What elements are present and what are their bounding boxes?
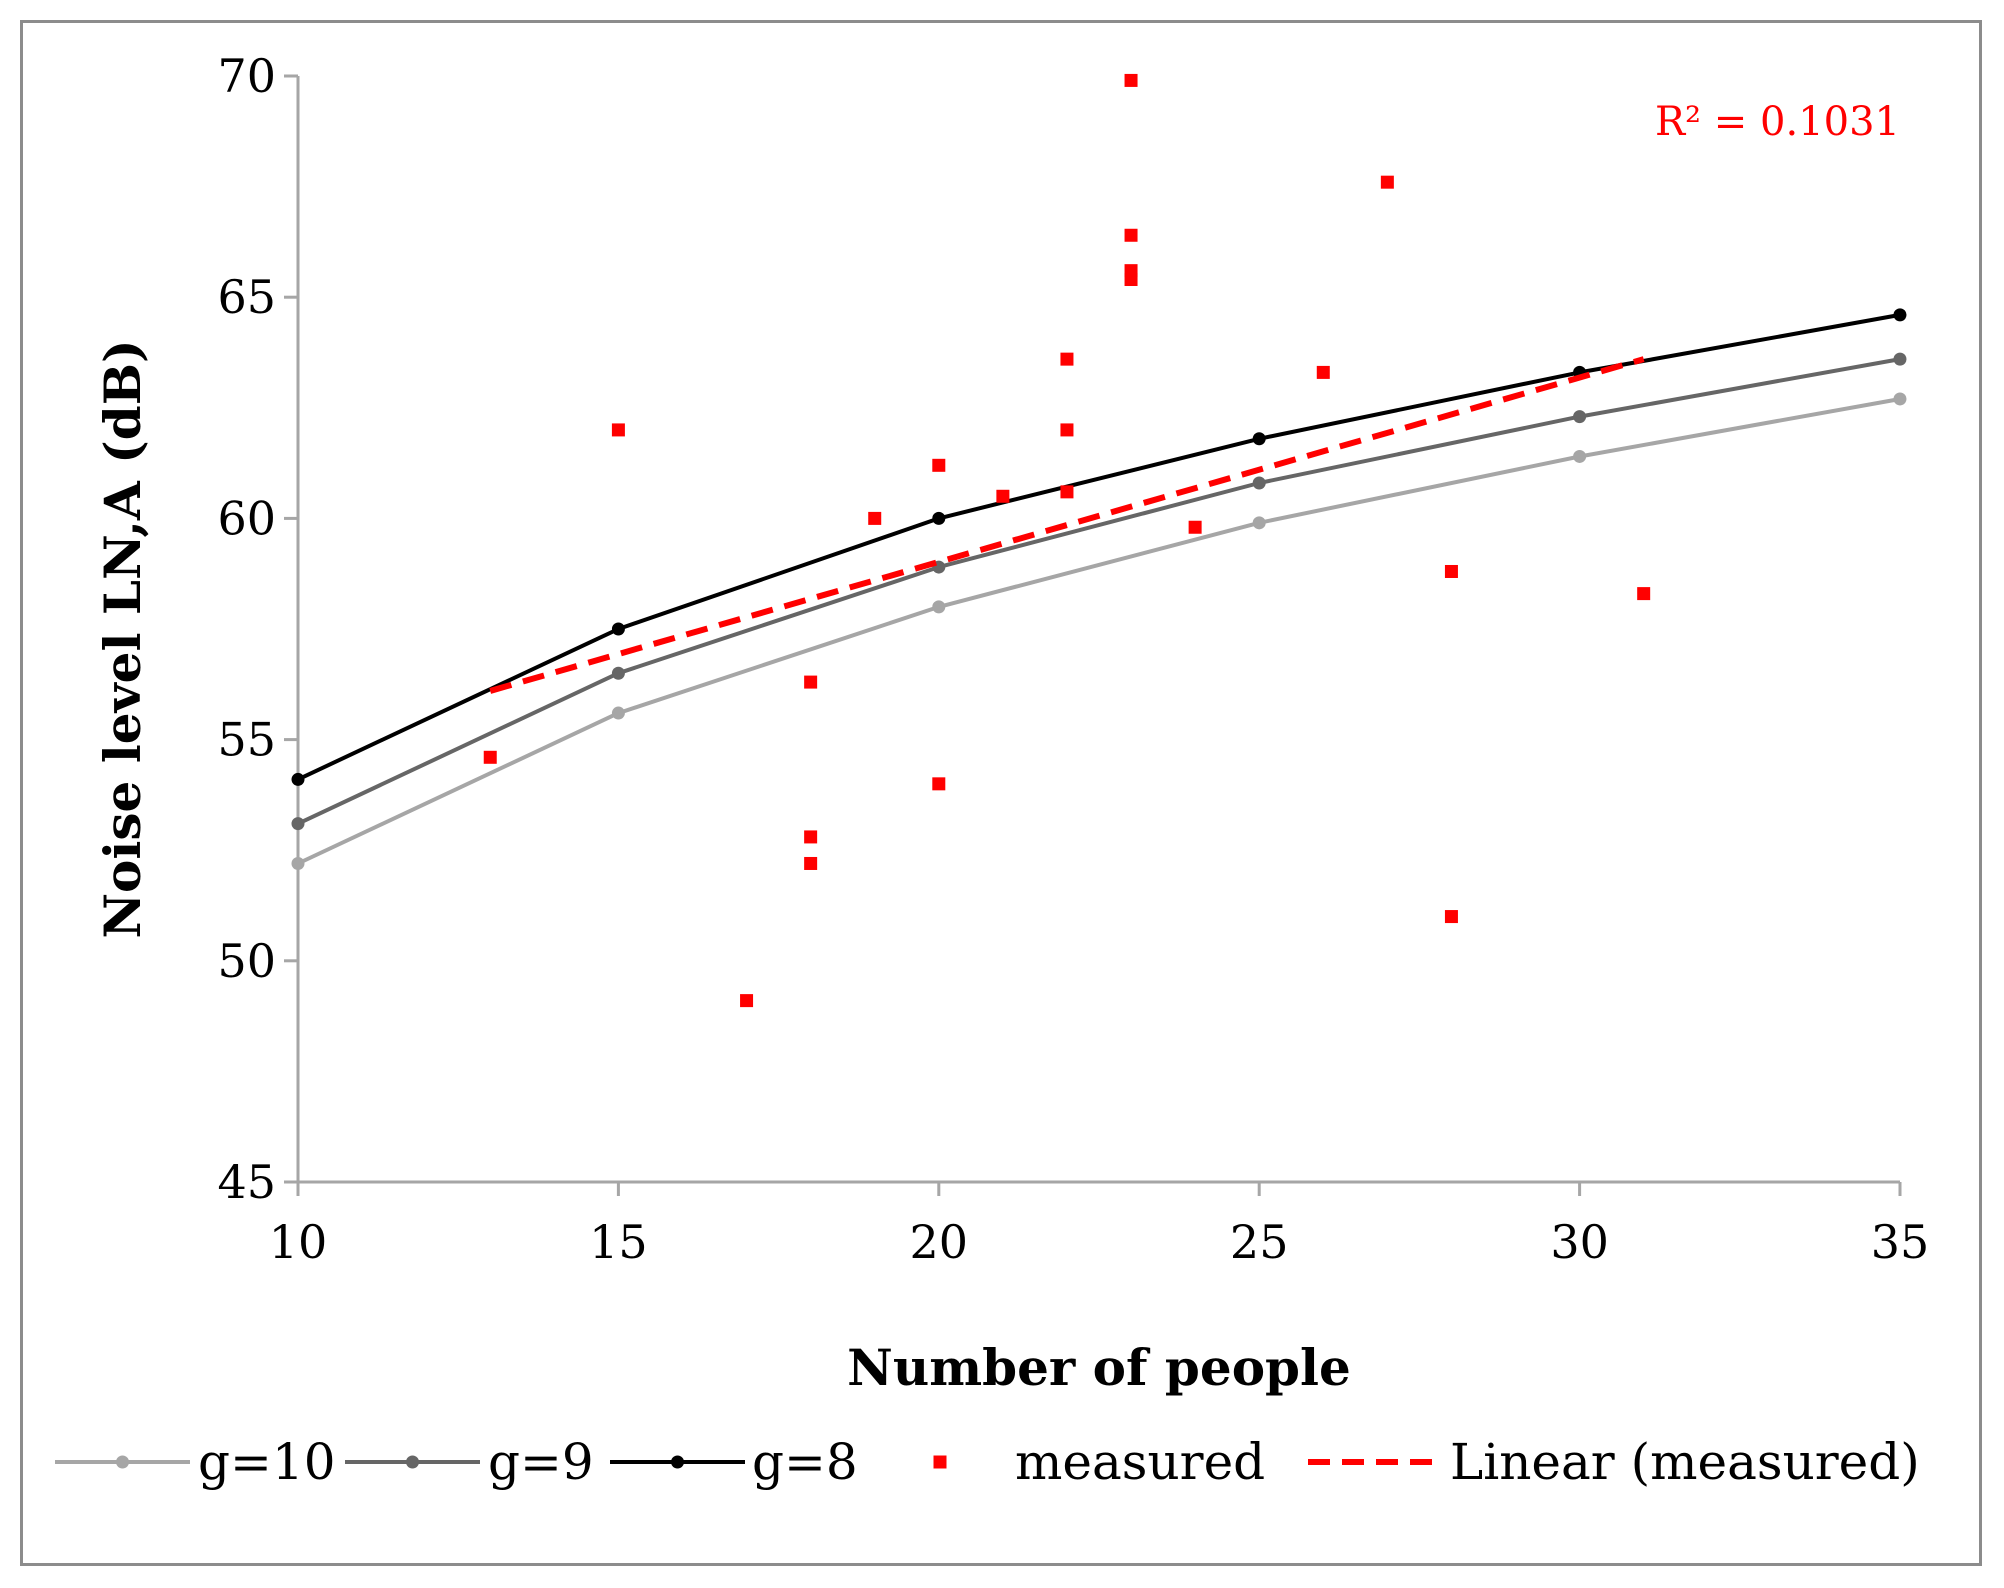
legend-swatch-marker — [933, 1455, 947, 1469]
trendline — [489, 356, 1645, 694]
measured-point — [932, 458, 946, 472]
measured-point — [804, 675, 818, 689]
measured-point — [804, 856, 818, 870]
measured-point — [1637, 587, 1651, 601]
series-point-g8 — [932, 511, 946, 525]
measured-point — [1060, 485, 1074, 499]
series-point-g10 — [1252, 516, 1266, 530]
series-point-g8 — [1252, 432, 1266, 446]
y-tick-label: 60 — [217, 491, 276, 545]
legend-swatch-marker — [406, 1455, 419, 1469]
measured-point — [611, 423, 625, 437]
measured-point — [1380, 175, 1394, 189]
legend-label: g=10 — [198, 1433, 336, 1491]
x-tick-label: 15 — [589, 1215, 648, 1269]
series-line-g8 — [297, 312, 1901, 782]
series-point-g9 — [1893, 352, 1907, 366]
measured-point — [932, 777, 946, 791]
measured-point — [1316, 365, 1330, 379]
x-tick-label: 25 — [1230, 1215, 1289, 1269]
measured-point — [483, 750, 497, 764]
x-tick-label: 20 — [910, 1215, 969, 1269]
legend-swatch-marker — [671, 1455, 684, 1469]
legend-label: g=8 — [752, 1433, 858, 1491]
measured-point — [1188, 520, 1202, 534]
measured-point — [996, 489, 1010, 503]
measured-point — [1444, 910, 1458, 924]
series-point-g8 — [611, 622, 625, 636]
legend-label: g=9 — [488, 1433, 594, 1491]
legend: g=10 g=9 g=8 measured Linear (measured) — [55, 1433, 1920, 1491]
measured-point — [804, 830, 818, 844]
series-point-g10 — [1893, 392, 1907, 406]
legend-label: measured — [1015, 1433, 1265, 1491]
y-tick-label: 55 — [217, 713, 276, 767]
measured-point — [1060, 352, 1074, 366]
measured-point — [740, 994, 754, 1008]
y-tick-label: 65 — [217, 270, 276, 324]
chart-frame — [20, 20, 1982, 1566]
legend-swatch-marker — [116, 1455, 129, 1469]
series-line-g10 — [297, 397, 1901, 866]
series-point-g10 — [291, 856, 305, 870]
series-point-g8 — [1893, 308, 1907, 322]
r-squared-annotation: R² = 0.1031 — [1655, 99, 1900, 145]
y-tick-label: 50 — [217, 934, 276, 988]
y-tick-label: 45 — [217, 1155, 276, 1209]
series-point-g10 — [611, 706, 625, 720]
series-point-g8 — [291, 772, 305, 786]
series-point-g10 — [1573, 449, 1587, 463]
series-point-g9 — [291, 817, 305, 831]
x-tick-label: 30 — [1550, 1215, 1609, 1269]
y-axis-title: Noise level LN,A (dB) — [93, 339, 152, 938]
measured-point — [1444, 564, 1458, 578]
x-tick-label: 10 — [269, 1215, 328, 1269]
x-axis-title: Number of people — [847, 1338, 1351, 1397]
series-point-g9 — [611, 666, 625, 680]
x-tick-label: 35 — [1871, 1215, 1930, 1269]
y-tick-label: 70 — [217, 49, 276, 103]
measured-point — [1124, 73, 1138, 87]
series-point-g9 — [1252, 476, 1266, 490]
measured-point — [1124, 273, 1138, 287]
measured-point — [1060, 423, 1074, 437]
measured-point — [1124, 228, 1138, 242]
legend-label: Linear (measured) — [1450, 1433, 1920, 1491]
series-point-g10 — [932, 600, 946, 614]
measured-point — [868, 511, 882, 525]
series-point-g9 — [1573, 410, 1587, 424]
series-line-g9 — [297, 357, 1901, 826]
